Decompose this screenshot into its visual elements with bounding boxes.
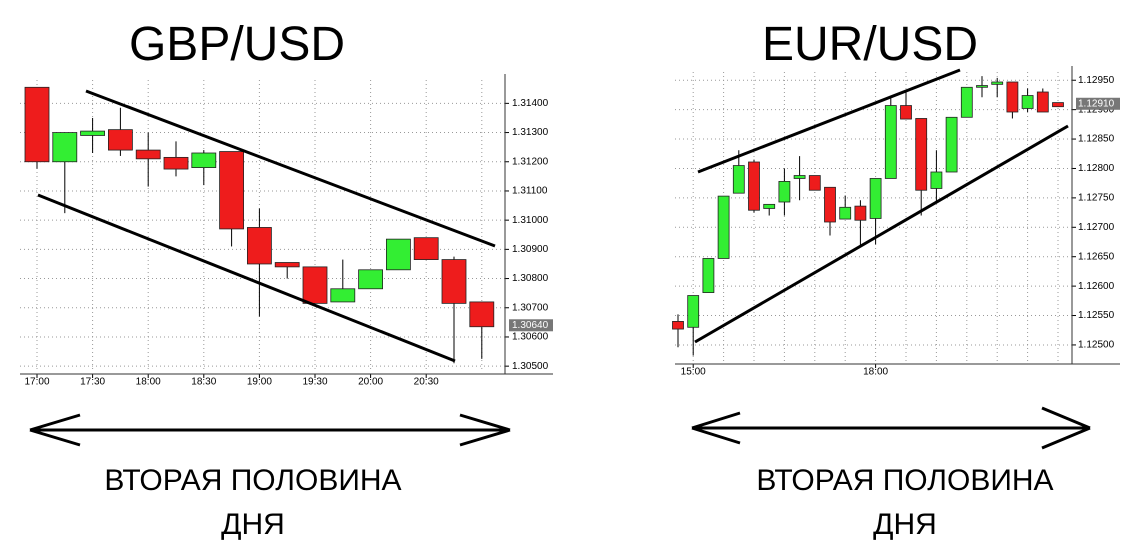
x-tick-label: 17:00 (24, 377, 49, 388)
candle-body (469, 301, 495, 328)
candle-body (302, 266, 328, 304)
candle-body (748, 161, 760, 211)
candle-body (108, 129, 133, 151)
candle-body (24, 86, 50, 163)
candle-body (824, 186, 836, 223)
last-price-label: 1.12910 (1078, 98, 1115, 109)
y-tick-label: 1.12750 (1078, 193, 1115, 204)
candle-body (976, 85, 988, 88)
candle-body (702, 258, 715, 293)
y-tick-label: 1.31400 (512, 98, 549, 109)
chart-title: EUR/USD (762, 18, 978, 71)
last-price-badge (1076, 97, 1120, 110)
x-tick-label: 19:30 (302, 377, 327, 388)
candle-body (763, 203, 776, 209)
y-tick-label: 1.12500 (1078, 340, 1115, 351)
candle-body (1006, 81, 1019, 113)
candle-body (778, 181, 791, 203)
candle-body (274, 262, 300, 268)
trend-line (697, 68, 961, 174)
candle-body (915, 118, 928, 191)
candle-body (135, 149, 161, 160)
candle-body (732, 165, 745, 194)
candle-body (441, 259, 467, 304)
candle-body (219, 151, 245, 230)
candle-body (413, 237, 439, 260)
candle-body (930, 171, 943, 189)
candle-body (960, 86, 973, 118)
y-tick-label: 1.12800 (1078, 163, 1115, 174)
x-tick-label: 20:00 (358, 377, 383, 388)
double-arrow (691, 406, 1091, 450)
caption: ВТОРАЯ ПОЛОВИНА (756, 464, 1053, 497)
y-tick-label: 1.30600 (512, 332, 549, 343)
y-tick-label: 1.12950 (1078, 75, 1115, 86)
x-tick-label: 19:00 (247, 377, 272, 388)
x-tick-label: 18:30 (191, 377, 216, 388)
candle-body (52, 132, 78, 163)
chart: GBP/USD ВТОРАЯ ПОЛОВИНА ДНЯ 1.31400 1.31300 1… (20, 18, 553, 541)
y-tick-label: 1.12700 (1078, 222, 1115, 233)
y-tick-label: 1.30700 (512, 302, 549, 313)
trend-line (694, 124, 1069, 344)
y-tick-label: 1.31100 (512, 186, 548, 197)
candle-body (854, 205, 867, 221)
candle-body (1052, 102, 1064, 108)
candle-body (793, 175, 806, 179)
x-tick-label: 15:00 (681, 367, 706, 378)
candle-body (163, 156, 189, 170)
x-tick-label: 18:00 (863, 367, 888, 378)
arrows (29, 406, 1091, 450)
candle-body (1036, 91, 1049, 113)
candle-body (945, 116, 958, 173)
last-price-badge (509, 319, 553, 332)
candle-body (884, 105, 897, 179)
caption: ВТОРАЯ ПОЛОВИНА (104, 464, 401, 497)
y-tick-label: 1.12850 (1078, 134, 1115, 145)
last-price-label: 1.30640 (512, 320, 549, 331)
candle-body (80, 130, 105, 136)
y-tick-label: 1.30900 (512, 244, 549, 255)
y-tick-label: 1.31000 (512, 215, 549, 226)
caption: ДНЯ (221, 508, 285, 541)
candle-body (717, 195, 730, 259)
y-tick-label: 1.31300 (512, 127, 549, 138)
candle-body (358, 269, 384, 290)
double-arrow (29, 413, 511, 447)
candle-body (1021, 95, 1034, 109)
y-tick-label: 1.30800 (512, 273, 549, 284)
candle-body (839, 206, 852, 220)
trend-lines (37, 68, 1069, 363)
trend-line (85, 89, 496, 248)
candle-body (900, 105, 912, 120)
x-tick-label: 17:30 (80, 377, 105, 388)
y-tick-label: 1.12650 (1078, 251, 1115, 262)
caption: ДНЯ (873, 508, 937, 541)
candle-body (687, 295, 700, 328)
candle-body (330, 288, 356, 303)
trend-line (37, 193, 456, 363)
candle-body (672, 321, 684, 330)
candle-body (191, 152, 217, 168)
y-tick-label: 1.31200 (512, 156, 549, 167)
candle-body (991, 81, 1004, 85)
y-tick-label: 1.12550 (1078, 310, 1115, 321)
y-tick-label: 1.12900 (1078, 104, 1115, 115)
x-tick-label: 20:30 (414, 377, 439, 388)
chart-title: GBP/USD (129, 18, 345, 71)
candle-body (385, 238, 411, 271)
y-tick-label: 1.12600 (1078, 281, 1115, 292)
x-tick-label: 18:00 (136, 377, 161, 388)
y-tick-label: 1.30500 (512, 361, 549, 372)
candle-body (869, 178, 882, 219)
candle-body (808, 175, 821, 191)
candle-body (246, 227, 272, 265)
